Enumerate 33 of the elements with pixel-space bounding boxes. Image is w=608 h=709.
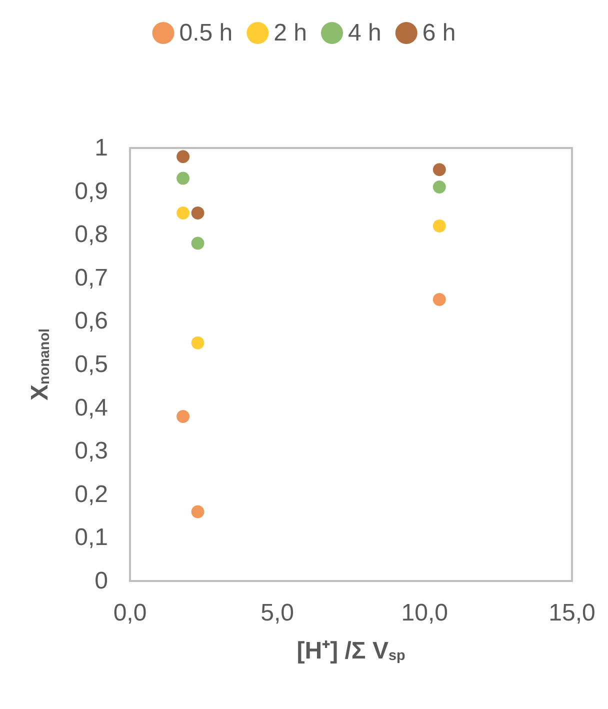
legend-label: 0.5 h bbox=[179, 20, 233, 46]
y-tick-label: 0,2 bbox=[74, 480, 108, 508]
y-tick-label: 0 bbox=[94, 568, 108, 594]
point bbox=[176, 172, 190, 185]
y-tick-label: 0,8 bbox=[74, 221, 108, 248]
x-tick-label: 10,0 bbox=[401, 600, 448, 626]
point bbox=[432, 180, 446, 194]
y-tick-label: 0,6 bbox=[74, 308, 108, 335]
x-tick-label: 5,0 bbox=[260, 600, 294, 626]
point bbox=[176, 410, 190, 423]
point bbox=[191, 206, 204, 220]
y-axis-title: Xnonanol bbox=[26, 328, 54, 400]
y-tick-label: 0,7 bbox=[74, 264, 108, 292]
y-tick-label: 0,9 bbox=[74, 178, 108, 205]
x-tick-label: 15,0 bbox=[548, 600, 596, 626]
legend-label: 2 h bbox=[274, 20, 308, 46]
y-tick-label: 1 bbox=[94, 134, 108, 162]
point bbox=[191, 336, 204, 350]
point bbox=[176, 206, 190, 220]
legend-label: 6 h bbox=[422, 20, 456, 46]
y-tick-label: 0,4 bbox=[74, 394, 108, 422]
point bbox=[432, 163, 446, 176]
y-tick-label: 0,1 bbox=[74, 524, 108, 552]
point bbox=[432, 219, 446, 232]
y-tick-label: 0,5 bbox=[74, 351, 108, 378]
point bbox=[191, 236, 204, 250]
point bbox=[432, 293, 446, 306]
x-tick-label: 0,0 bbox=[113, 600, 147, 626]
point bbox=[191, 505, 204, 518]
x-axis-title: [H⁺] /Σ Vsp bbox=[296, 638, 406, 664]
point bbox=[176, 150, 190, 164]
legend-label: 4 h bbox=[348, 20, 382, 46]
y-tick-label: 0,3 bbox=[74, 438, 108, 465]
